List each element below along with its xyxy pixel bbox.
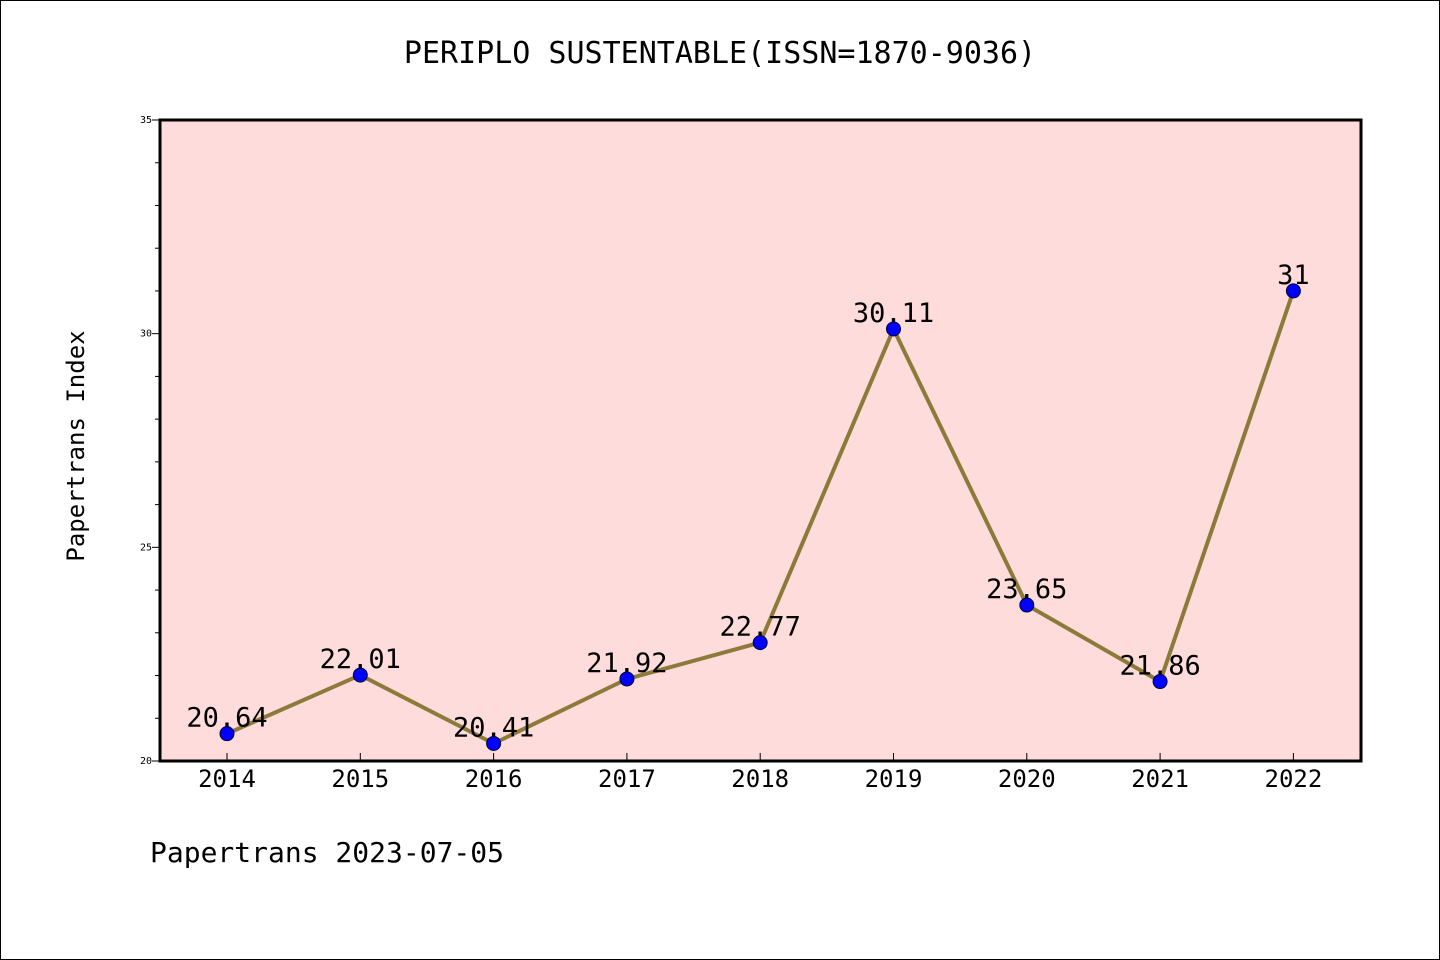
data-labels: 20.64 22.01 20.41 21.92 22.77 30.11 23.65 21.86… (186, 260, 1309, 744)
data-label: 30.11 (853, 298, 934, 329)
data-point (352, 667, 368, 683)
plot-area (158, 118, 1363, 763)
x-tick-label: 2019 (865, 765, 923, 793)
data-point (886, 321, 901, 337)
y-tick-label: 35 (140, 115, 152, 126)
y-tick-label: 30 (140, 329, 152, 340)
y-tick-label: 20 (140, 756, 152, 767)
x-tick-label: 2020 (998, 765, 1056, 793)
x-tick-label: 2022 (1265, 765, 1323, 793)
data-label: 20.64 (186, 703, 267, 734)
x-tick-label: 2016 (465, 765, 523, 793)
x-tick-label: 2017 (598, 765, 656, 793)
y-axis: 20 25 30 35 (140, 115, 160, 767)
x-tick-label: 2015 (331, 765, 389, 793)
y-tick-label: 25 (140, 542, 152, 553)
data-point (1285, 283, 1301, 299)
x-axis: 2014 2015 2016 2017 2018 2019 2020 2021 2022 (198, 753, 1322, 793)
data-label: 31 (1277, 260, 1310, 291)
data-label: 23.65 (986, 574, 1067, 605)
x-tick-label: 2021 (1131, 765, 1189, 793)
data-label: 21.86 (1119, 651, 1200, 682)
data-point (1152, 674, 1168, 690)
data-point (1019, 597, 1035, 613)
data-point (752, 635, 768, 651)
x-tick-label: 2014 (198, 765, 256, 793)
data-point (486, 735, 502, 751)
data-label: 21.92 (586, 648, 667, 679)
data-label: 20.41 (453, 712, 534, 743)
footer-note: Papertrans 2023-07-05 (150, 836, 505, 869)
data-label: 22.01 (320, 644, 401, 675)
chart-title: PERIPLO SUSTENTABLE(ISSN=1870-9036) (403, 36, 1037, 71)
data-point (619, 671, 635, 687)
data-label: 22.77 (720, 612, 801, 643)
data-point (219, 726, 235, 742)
x-tick-label: 2018 (731, 765, 789, 793)
data-markers (219, 283, 1301, 751)
